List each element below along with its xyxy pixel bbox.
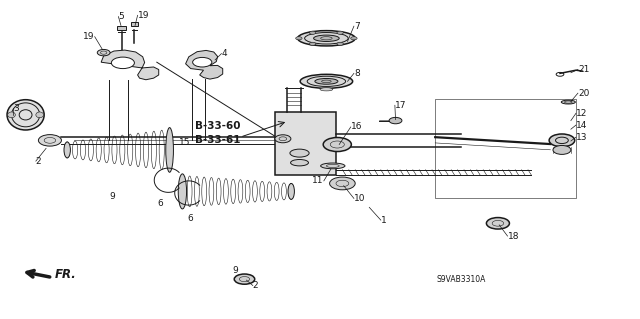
Ellipse shape [298, 31, 355, 46]
Text: B-33-61: B-33-61 [195, 135, 241, 145]
Circle shape [97, 49, 110, 56]
Circle shape [111, 57, 134, 69]
Text: 6: 6 [188, 214, 193, 223]
Text: 4: 4 [221, 49, 227, 58]
Polygon shape [101, 50, 159, 80]
Circle shape [193, 57, 212, 67]
Text: 2: 2 [253, 281, 259, 290]
Text: 1: 1 [381, 216, 387, 225]
Ellipse shape [8, 112, 15, 118]
Text: FR.: FR. [55, 269, 77, 281]
Ellipse shape [561, 100, 575, 104]
Text: 20: 20 [578, 89, 589, 98]
Text: 11: 11 [312, 176, 324, 185]
Text: 14: 14 [576, 121, 588, 130]
Circle shape [330, 177, 355, 190]
Circle shape [323, 137, 351, 152]
Ellipse shape [178, 174, 187, 209]
Text: 9: 9 [233, 266, 238, 275]
Text: 19: 19 [83, 32, 95, 41]
Text: 6: 6 [157, 199, 163, 208]
Text: 17: 17 [395, 101, 406, 110]
Circle shape [296, 37, 302, 40]
Text: B-33-60: B-33-60 [195, 121, 241, 131]
Circle shape [389, 117, 402, 124]
Text: 5: 5 [118, 12, 124, 21]
Text: 15: 15 [179, 138, 191, 147]
Ellipse shape [7, 100, 44, 130]
Text: 16: 16 [351, 122, 362, 131]
Circle shape [38, 135, 61, 146]
Ellipse shape [321, 163, 345, 169]
Circle shape [310, 42, 316, 45]
Polygon shape [131, 22, 138, 26]
Text: 3: 3 [13, 104, 19, 113]
Text: 8: 8 [354, 69, 360, 78]
Text: 19: 19 [138, 11, 149, 20]
Text: 21: 21 [578, 65, 589, 74]
Text: 7: 7 [354, 22, 360, 31]
Ellipse shape [553, 145, 571, 154]
Ellipse shape [291, 160, 308, 166]
Text: 9: 9 [109, 192, 115, 201]
Circle shape [337, 31, 343, 34]
Polygon shape [275, 112, 336, 175]
Text: 13: 13 [576, 133, 588, 142]
Text: 18: 18 [508, 232, 519, 241]
Ellipse shape [315, 78, 338, 84]
Text: 2: 2 [36, 157, 42, 166]
Polygon shape [117, 26, 126, 30]
Circle shape [234, 274, 255, 284]
Circle shape [310, 31, 316, 34]
Text: 12: 12 [576, 109, 588, 118]
Ellipse shape [36, 112, 44, 118]
Text: S9VAB3310A: S9VAB3310A [436, 275, 486, 284]
Text: 10: 10 [354, 194, 365, 203]
Circle shape [549, 134, 575, 147]
Circle shape [351, 37, 357, 40]
Circle shape [486, 218, 509, 229]
Circle shape [337, 42, 343, 45]
Ellipse shape [288, 183, 294, 199]
Polygon shape [186, 50, 223, 79]
Ellipse shape [290, 149, 309, 157]
Ellipse shape [314, 35, 339, 41]
Ellipse shape [300, 74, 353, 88]
Ellipse shape [166, 128, 173, 172]
Ellipse shape [275, 135, 291, 143]
Ellipse shape [320, 88, 333, 91]
Ellipse shape [64, 142, 70, 158]
